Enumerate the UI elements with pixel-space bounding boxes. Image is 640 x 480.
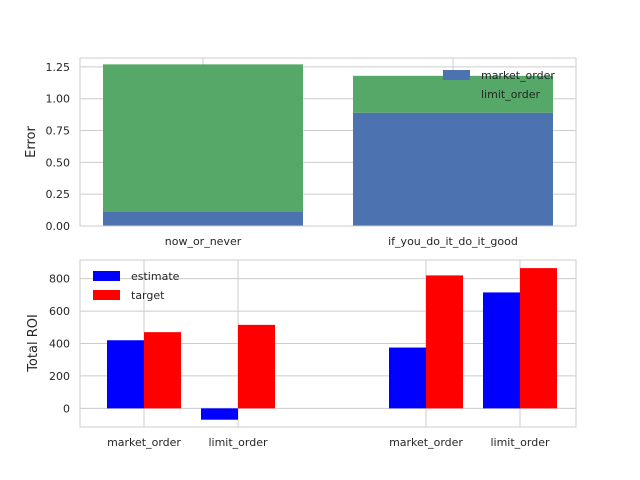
top-x-tick-label: if_you_do_it_do_it_good bbox=[388, 235, 518, 248]
bottom-plot-frame bbox=[79, 259, 577, 428]
legend-label-market-order: market_order bbox=[481, 69, 555, 82]
top-plot-frame bbox=[79, 57, 577, 227]
bottom-y-tick-label: 800 bbox=[49, 273, 70, 286]
bar-estimate-0 bbox=[107, 340, 144, 409]
top-y-tick-label: 0.50 bbox=[46, 156, 71, 169]
legend-label-target: target bbox=[131, 289, 165, 302]
bar-target-0 bbox=[144, 332, 181, 409]
legend-swatch-limit-order bbox=[443, 89, 470, 99]
bottom-y-tick-label: 0 bbox=[63, 402, 70, 415]
bar-estimate-3 bbox=[483, 292, 520, 409]
top-y-axis-label: Error bbox=[24, 126, 39, 158]
bottom-y-tick-label: 600 bbox=[49, 305, 70, 318]
top-y-tick-label: 1.25 bbox=[46, 61, 71, 74]
bottom-x-tick-label: limit_order bbox=[208, 436, 268, 449]
bar-market-order-1 bbox=[353, 112, 553, 226]
top-legend: market_order limit_order bbox=[443, 69, 555, 101]
top-y-tick-label: 0.75 bbox=[46, 125, 71, 138]
bottom-legend: estimate target bbox=[93, 270, 180, 302]
bottom-x-tick-label: market_order bbox=[389, 436, 463, 449]
bottom-x-tick-label: limit_order bbox=[490, 436, 550, 449]
bar-target-3 bbox=[520, 268, 557, 409]
legend-swatch-estimate bbox=[93, 271, 120, 281]
bottom-y-axis-label: Total ROI bbox=[26, 314, 41, 373]
stacked-error-chart: 0.00 0.25 0.50 0.75 1.00 1.25 now_or_never if_y… bbox=[24, 57, 577, 248]
legend-label-estimate: estimate bbox=[131, 270, 180, 283]
legend-swatch-target bbox=[93, 290, 120, 300]
bottom-y-tick-label: 400 bbox=[49, 338, 70, 351]
bar-estimate-2 bbox=[389, 347, 426, 409]
top-x-tick-label: now_or_never bbox=[165, 235, 242, 248]
bar-estimate-1 bbox=[201, 408, 238, 420]
legend-label-limit-order: limit_order bbox=[481, 88, 541, 101]
bottom-y-tick-label: 200 bbox=[49, 370, 70, 383]
legend-swatch-market-order bbox=[443, 70, 470, 80]
bar-market-order-0 bbox=[103, 212, 303, 226]
grouped-roi-chart: 0 200 400 600 800 market_order limit_order mark… bbox=[26, 259, 577, 449]
bottom-x-tick-label: market_order bbox=[107, 436, 181, 449]
bar-target-2 bbox=[426, 275, 463, 409]
bar-target-1 bbox=[238, 324, 275, 409]
top-y-tick-label: 0.25 bbox=[46, 188, 71, 201]
top-y-tick-label: 1.00 bbox=[46, 93, 71, 106]
top-y-tick-label: 0.00 bbox=[46, 220, 71, 233]
bar-limit-order-0 bbox=[103, 64, 303, 212]
